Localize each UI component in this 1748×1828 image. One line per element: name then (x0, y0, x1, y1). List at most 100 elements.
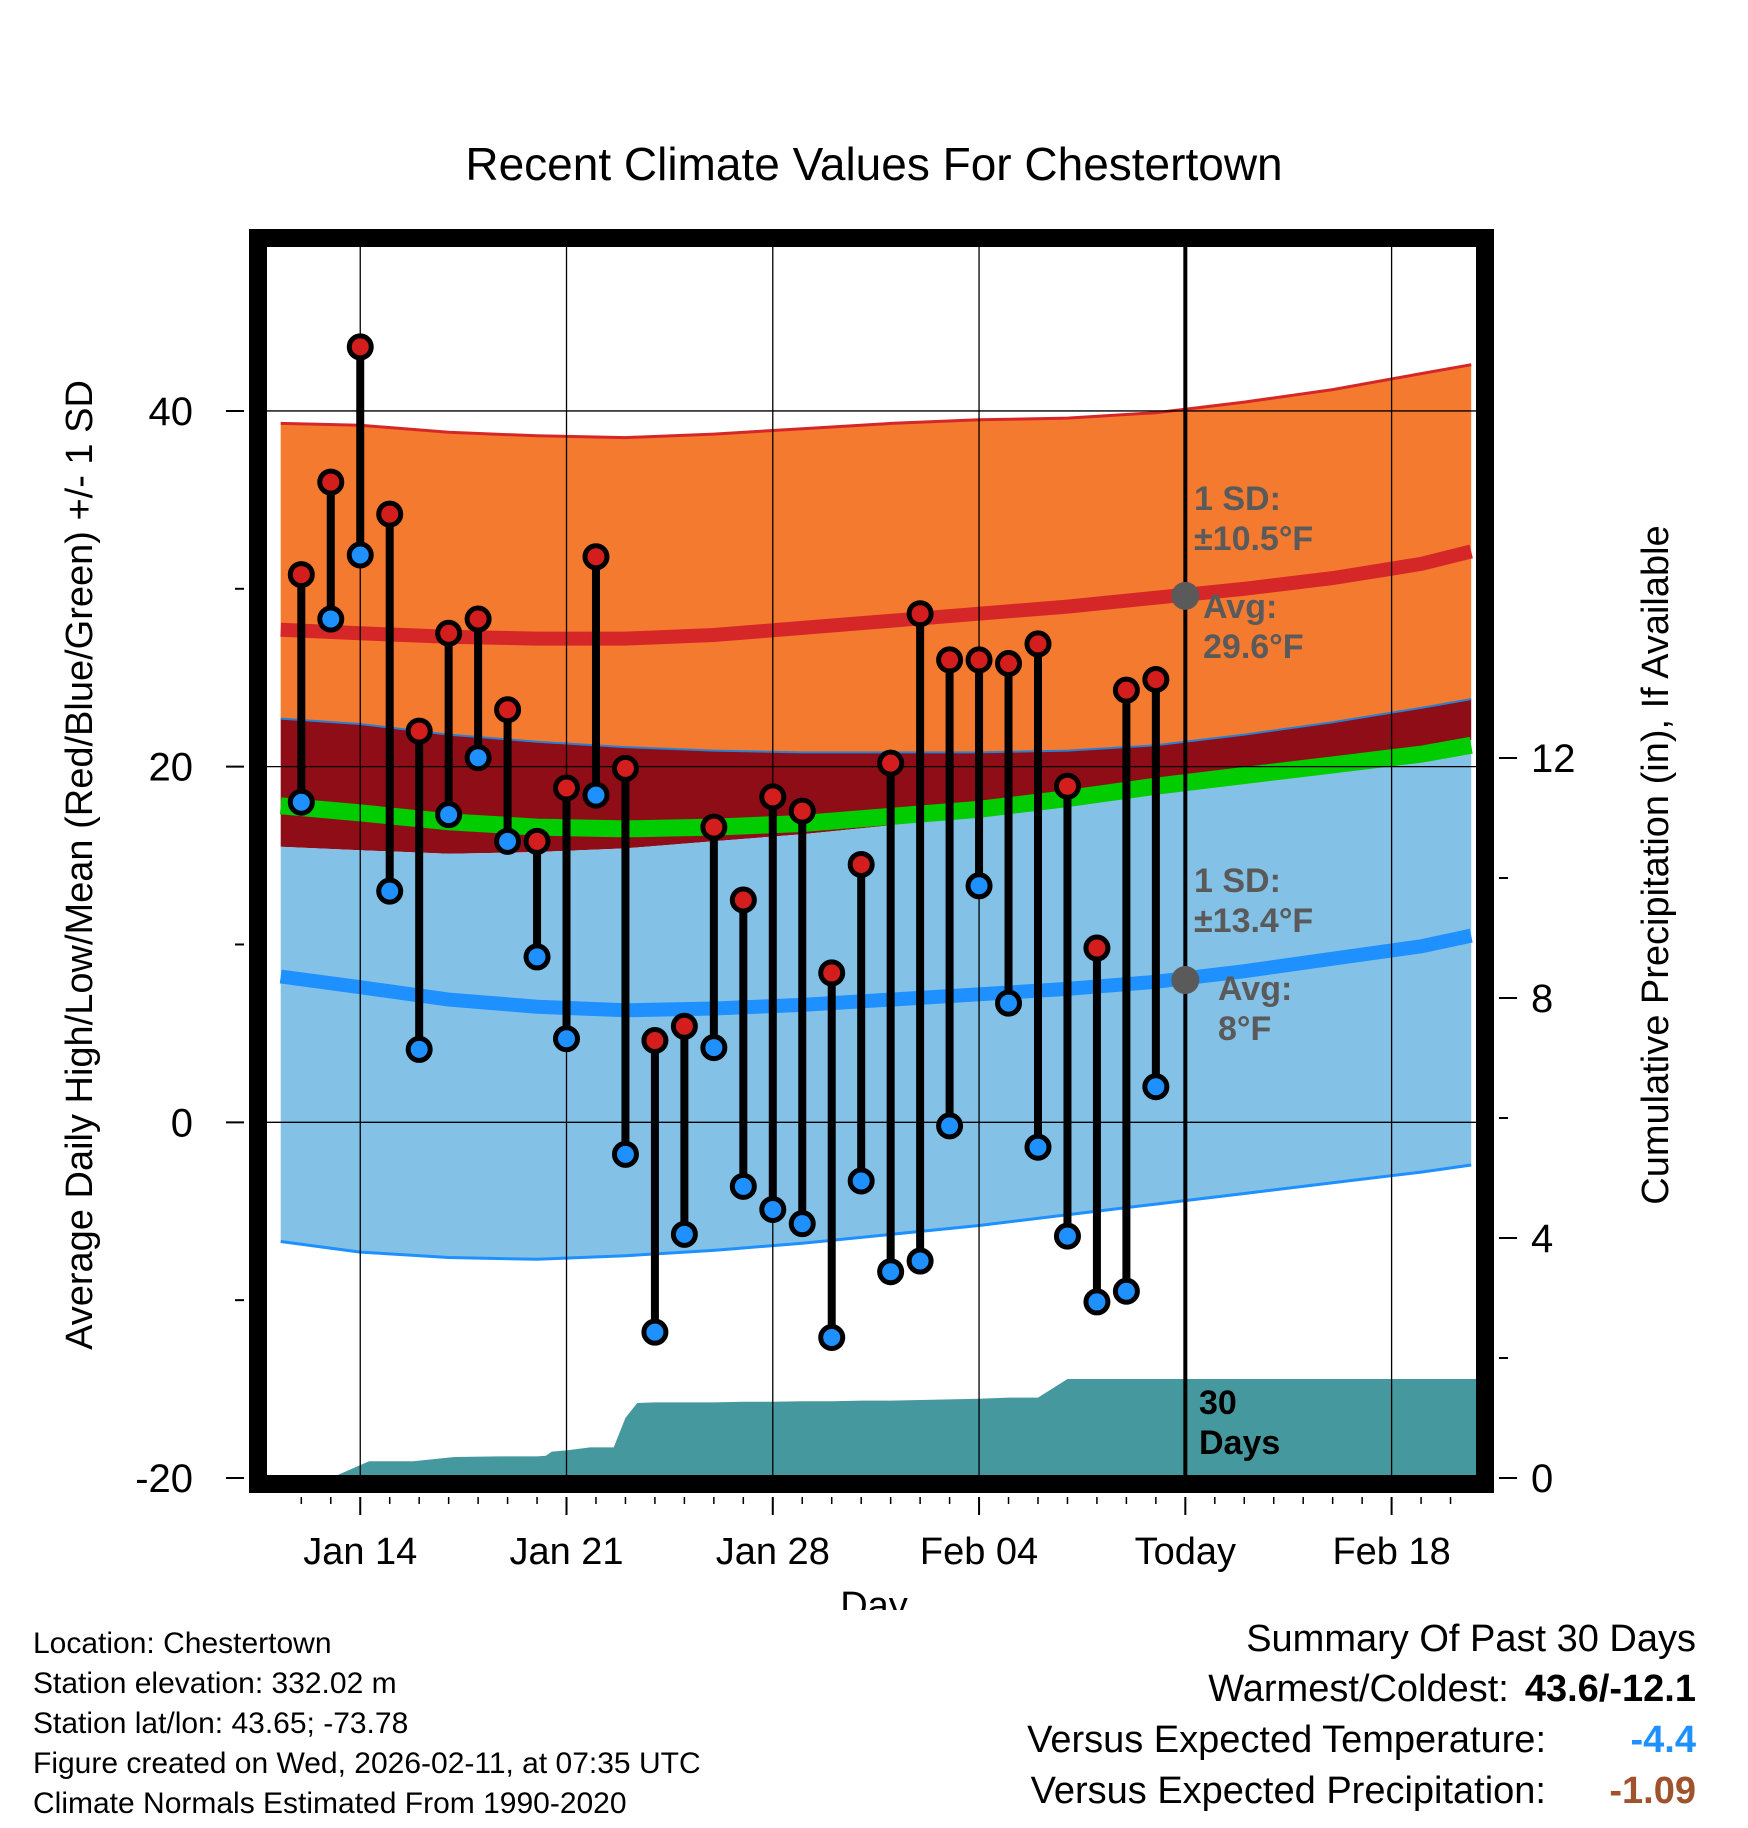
low-avg-label-line-1: Avg: (1218, 970, 1292, 1008)
normals-text: Climate Normals Estimated From 1990-2020 (33, 1787, 627, 1820)
location-text: Location: Chestertown (33, 1627, 332, 1660)
daily-high-point (611, 754, 639, 782)
low-avg-label-line-2: 8°F (1218, 1010, 1271, 1048)
high-sd-label-line-1: 1 SD: (1194, 480, 1281, 518)
temp-value: -4.4 (1630, 1719, 1696, 1761)
daily-low-point (906, 1247, 934, 1275)
daily-high-point (1024, 630, 1052, 658)
daily-low-point (553, 1025, 581, 1053)
high-sd-band (280, 364, 1472, 753)
daily-low-point (965, 872, 993, 900)
daily-high-point (906, 600, 934, 628)
daily-high-point (788, 797, 816, 825)
daily-high-point (818, 959, 846, 987)
daily-low-point (1053, 1222, 1081, 1250)
daily-high-point (494, 696, 522, 724)
created-text: Figure created on Wed, 2026-02-11, at 07… (33, 1747, 701, 1780)
today-low-avg-marker (1171, 966, 1200, 995)
precip-label: Versus Expected Precipitation: (1030, 1770, 1546, 1812)
y-axis-label: Average Daily High/Low/Mean (Red/Blue/Gr… (59, 380, 101, 1350)
daily-low-point (287, 788, 315, 816)
days-count-label-line-1: 30 (1199, 1384, 1237, 1422)
daily-low-point (759, 1195, 787, 1223)
daily-low-point (346, 541, 374, 569)
warm-cold-row: Warmest/Coldest: 43.6/-12.1 (1027, 1664, 1696, 1715)
today-high-avg-marker (1171, 581, 1200, 610)
y2-axis-label: Cumulative Precipitation (in), If Availa… (1635, 525, 1677, 1204)
x-tick-label: Feb 04 (920, 1531, 1038, 1573)
x-tick-label: Jan 21 (509, 1531, 623, 1573)
daily-high-point (995, 649, 1023, 677)
daily-high-point (435, 619, 463, 647)
warm-cold-label: Warmest/Coldest: (1208, 1668, 1509, 1710)
daily-high-point (1112, 676, 1140, 704)
daily-low-point (818, 1324, 846, 1352)
daily-high-point (670, 1012, 698, 1040)
elevation-text: Station elevation: 332.02 m (33, 1667, 397, 1700)
daily-high-point (346, 333, 374, 361)
daily-high-point (847, 850, 875, 878)
temp-label: Versus Expected Temperature: (1027, 1719, 1546, 1761)
daily-low-point (523, 943, 551, 971)
daily-low-point (317, 605, 345, 633)
y-tick-label: 20 (149, 746, 194, 790)
x-tick-label: Feb 18 (1332, 1531, 1450, 1573)
daily-low-point (435, 801, 463, 829)
low-sd-label-line-2: ±13.4°F (1194, 902, 1313, 940)
daily-low-point (376, 877, 404, 905)
daily-high-point (759, 783, 787, 811)
temp-row: Versus Expected Temperature: -4.4 (1027, 1715, 1696, 1766)
daily-high-point (965, 646, 993, 674)
daily-low-point (405, 1035, 433, 1063)
high-sd-label-line-2: ±10.5°F (1194, 520, 1313, 558)
daily-low-point (1024, 1133, 1052, 1161)
daily-high-point (405, 717, 433, 745)
precip-value: -1.09 (1609, 1770, 1696, 1812)
daily-low-point (788, 1210, 816, 1238)
daily-high-point (317, 468, 345, 496)
daily-low-point (464, 744, 492, 772)
x-axis-label: Day (840, 1585, 908, 1610)
daily-high-point (523, 827, 551, 855)
y2-tick-label: 8 (1531, 977, 1553, 1021)
plot-frame (249, 229, 1494, 1493)
y-tick-label: -20 (135, 1457, 193, 1501)
y2-tick-label: 12 (1531, 737, 1576, 781)
latlon-text: Station lat/lon: 43.65; -73.78 (33, 1707, 409, 1740)
daily-low-point (700, 1034, 728, 1062)
y2-tick-label: 0 (1531, 1457, 1553, 1501)
y-tick-label: 0 (171, 1101, 193, 1145)
daily-low-point (582, 781, 610, 809)
daily-high-point (464, 605, 492, 633)
precip-row: Versus Expected Precipitation: -1.09 (1027, 1766, 1696, 1817)
y-tick-label: 40 (149, 390, 194, 434)
daily-high-point (1083, 934, 1111, 962)
days-count-label-line-2: Days (1199, 1424, 1280, 1462)
daily-low-point (847, 1167, 875, 1195)
daily-high-point (376, 500, 404, 528)
summary-title: Summary Of Past 30 Days (1246, 1618, 1696, 1660)
daily-low-point (995, 989, 1023, 1017)
x-tick-label: Jan 14 (303, 1531, 417, 1573)
daily-low-point (1142, 1073, 1170, 1101)
climate-chart: Recent Climate Values For Chestertown 1 … (59, 138, 1677, 1610)
x-tick-label: Today (1135, 1531, 1236, 1573)
daily-high-point (1142, 665, 1170, 693)
daily-low-point (877, 1258, 905, 1286)
daily-low-point (641, 1318, 669, 1346)
daily-high-point (287, 561, 315, 589)
daily-low-point (936, 1112, 964, 1140)
high-avg-label-line-2: 29.6°F (1203, 628, 1304, 666)
daily-low-point (494, 827, 522, 855)
daily-high-point (936, 646, 964, 674)
warm-cold-value: 43.6/-12.1 (1524, 1668, 1696, 1710)
daily-high-point (1053, 772, 1081, 800)
mean-band (280, 699, 1472, 854)
daily-high-point (553, 774, 581, 802)
daily-high-point (582, 543, 610, 571)
daily-high-point (641, 1027, 669, 1055)
high-upper-line (280, 363, 1472, 440)
daily-high-point (700, 813, 728, 841)
high-avg-label-line-1: Avg: (1203, 588, 1277, 626)
daily-high-point (877, 749, 905, 777)
